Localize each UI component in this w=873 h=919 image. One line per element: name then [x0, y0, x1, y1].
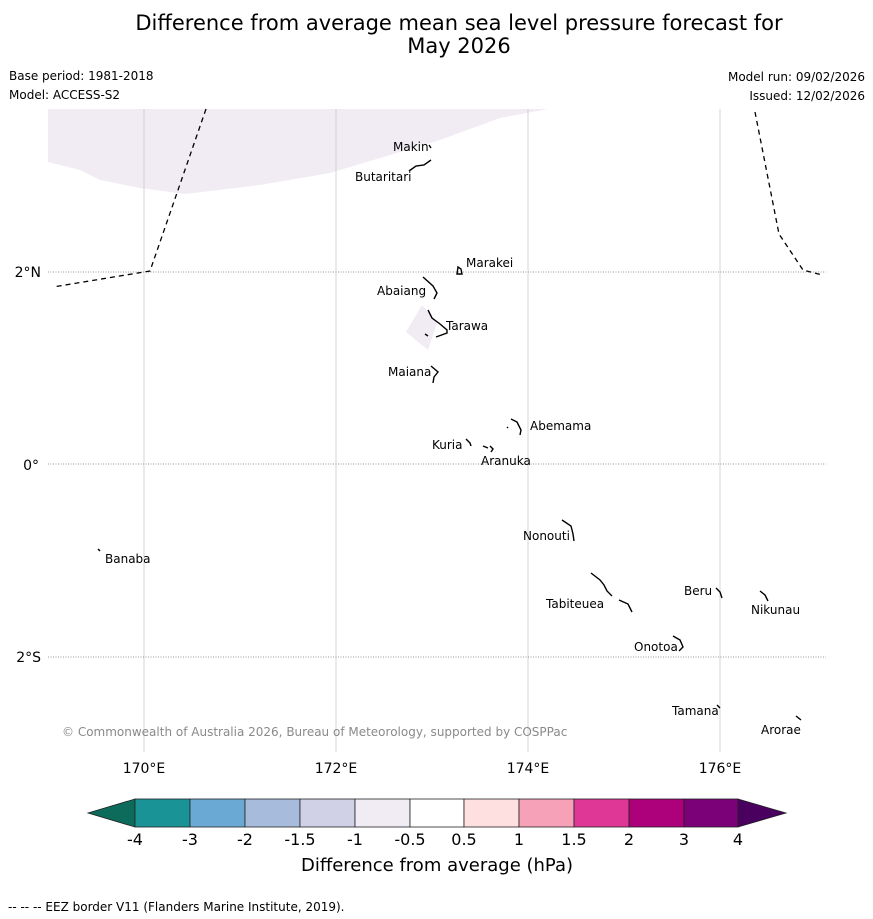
map-title: Difference from average mean sea level p…: [0, 12, 873, 58]
latitude-gridlines: [48, 271, 826, 658]
model-name: Model: ACCESS-S2: [9, 88, 121, 102]
lon-tick-176e: 176°E: [699, 761, 742, 777]
colorbar-label-2: -2: [237, 830, 253, 849]
island-label-makin: Makin: [393, 140, 429, 154]
island-coastlines: [97, 144, 802, 721]
island-label-tabiteuea: Tabiteuea: [545, 597, 604, 611]
island-shape-tamana: [716, 704, 721, 709]
lon-tick-174e: 174°E: [507, 761, 550, 777]
colorbar-label-7: 1: [514, 830, 524, 849]
colorbar-over-arrow: [737, 798, 788, 828]
island-shape-tabiteuea: [590, 572, 633, 613]
colorbar-bin-2: [244, 798, 301, 828]
island-shape-tarawa: [424, 309, 448, 338]
anomaly-region-north: [48, 109, 548, 194]
island-shape-kuria: [465, 438, 472, 447]
colorbar-label-8: 1.5: [561, 830, 586, 849]
colorbar-bin-5: [409, 798, 465, 828]
anomaly-region-tarawa: [406, 305, 437, 350]
island-label-nonouti: Nonouti: [523, 529, 570, 543]
island-shape-maiana: [430, 365, 439, 384]
colorbar-label-10: 3: [679, 830, 689, 849]
colorbar-label-9: 2: [624, 830, 634, 849]
longitude-tick-labels: 170°E 172°E 174°E 176°E: [123, 761, 742, 777]
island-shape-nonouti: [561, 519, 575, 542]
colorbar-bin-10: [683, 798, 739, 828]
colorbar-bin-9: [628, 798, 685, 828]
island-label-marakei: Marakei: [466, 256, 513, 270]
island-shape-aranuka: [482, 445, 494, 453]
colorbar-label-3: -1.5: [284, 830, 315, 849]
colorbar-label-11: 4: [733, 830, 743, 849]
island-label-abemama: Abemama: [530, 419, 591, 433]
island-label-tarawa: Tarawa: [445, 319, 488, 333]
lat-tick-0: 0°: [23, 458, 39, 474]
colorbar-label-5: -0.5: [394, 830, 425, 849]
island-label-onotoa: Onotoa: [634, 640, 678, 654]
colorbar-label-4: -1: [347, 830, 363, 849]
eez-border-east: [754, 111, 823, 276]
island-shape-butaritari: [408, 159, 432, 172]
island-label-kuria: Kuria: [432, 438, 463, 452]
lon-tick-170e: 170°E: [123, 761, 166, 777]
issued-date: Issued: 12/02/2026: [749, 89, 865, 103]
colorbar-bin-0: [134, 798, 191, 828]
island-shape-nikunau: [759, 590, 769, 602]
colorbar-label-6: 0.5: [451, 830, 476, 849]
lat-tick-2s: 2°S: [16, 650, 41, 666]
colorbar: [86, 798, 788, 828]
island-shape-makin: [428, 144, 432, 149]
colorbar-bin-4: [354, 798, 411, 828]
island-label-banaba: Banaba: [105, 552, 151, 566]
island-label-beru: Beru: [684, 584, 712, 598]
island-shape-onotoa: [672, 635, 684, 652]
island-label-nikunau: Nikunau: [751, 603, 800, 617]
lon-tick-172e: 172°E: [315, 761, 358, 777]
island-label-aranuka: Aranuka: [481, 454, 531, 468]
colorbar-tick-labels: -4 -3 -2 -1.5 -1 -0.5 0.5 1 1.5 2 3 4: [127, 830, 743, 849]
model-run: Model run: 09/02/2026: [727, 70, 865, 84]
island-label-tamana: Tamana: [671, 704, 719, 718]
colorbar-bin-1: [189, 798, 246, 828]
island-shape-marakei: [456, 265, 463, 275]
colorbar-bin-7: [518, 798, 575, 828]
island-shape-arorae: [795, 715, 802, 721]
colorbar-title: Difference from average (hPa): [301, 855, 573, 876]
island-label-abaiang: Abaiang: [377, 284, 426, 298]
lat-tick-2n: 2°N: [15, 265, 41, 281]
latitude-tick-labels: 2°N 0° 2°S: [15, 265, 42, 666]
eez-legend-note: -- -- -- EEZ border V11 (Flanders Marine…: [8, 900, 345, 914]
colorbar-label-1: -3: [182, 830, 198, 849]
eez-border-west: [52, 108, 207, 288]
base-period: Base period: 1981-2018: [9, 69, 154, 83]
colorbar-bin-8: [573, 798, 630, 828]
colorbar-under-arrow: [86, 798, 136, 828]
colorbar-bin-6: [463, 798, 520, 828]
island-shape-beru: [715, 587, 723, 599]
island-shape-abemama: [506, 418, 522, 436]
copyright-notice: © Commonwealth of Australia 2026, Bureau…: [62, 725, 567, 739]
island-label-arorae: Arorae: [761, 723, 801, 737]
island-shape-banaba: [97, 548, 101, 552]
island-label-butaritari: Butaritari: [355, 170, 412, 184]
colorbar-label-0: -4: [127, 830, 143, 849]
island-label-maiana: Maiana: [388, 365, 431, 379]
island-labels: Makin Butaritari Marakei Abaiang Tarawa …: [105, 140, 801, 737]
longitude-gridlines: [143, 109, 721, 752]
title-line-2: May 2026: [407, 34, 511, 58]
title-line-1: Difference from average mean sea level p…: [135, 11, 783, 35]
island-shape-abaiang: [422, 276, 438, 300]
colorbar-bin-3: [299, 798, 356, 828]
